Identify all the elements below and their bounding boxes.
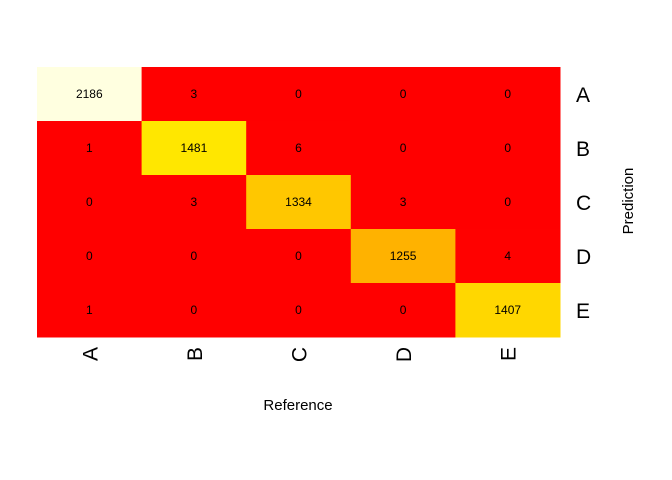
heatmap-cell xyxy=(141,229,247,284)
reference-tick-label: A xyxy=(79,347,102,361)
cell-value-label: 0 xyxy=(86,249,93,263)
cell-value-label: 0 xyxy=(504,141,511,155)
heatmap-cell xyxy=(37,175,143,230)
cell-value-label: 0 xyxy=(504,87,511,101)
heatmap-cell xyxy=(455,283,561,338)
heatmap-cell xyxy=(246,175,352,230)
prediction-tick-label: A xyxy=(576,84,590,107)
heatmap-cell xyxy=(141,67,247,122)
cell-value-label: 0 xyxy=(86,195,93,209)
cell-value-label: 0 xyxy=(504,195,511,209)
cell-value-label: 0 xyxy=(191,303,198,317)
heatmap-cell xyxy=(37,67,143,122)
cell-value-label: 3 xyxy=(400,195,407,209)
cell-value-label: 1407 xyxy=(494,303,521,317)
y-axis-title: Prediction xyxy=(620,168,637,235)
heatmap-cell xyxy=(455,229,561,284)
cell-value-label: 0 xyxy=(295,87,302,101)
cell-value-label: 0 xyxy=(400,141,407,155)
heatmap-cell xyxy=(246,283,352,338)
cell-value-label: 0 xyxy=(400,303,407,317)
heatmap-cell xyxy=(141,121,247,176)
cell-value-label: 0 xyxy=(400,87,407,101)
heatmap-cells xyxy=(37,67,561,338)
reference-tick-labels: A B C D E xyxy=(79,347,520,362)
heatmap-cell xyxy=(350,283,456,338)
heatmap-cell xyxy=(37,283,143,338)
reference-tick-label: E xyxy=(498,347,521,361)
cell-value-label: 0 xyxy=(295,249,302,263)
heatmap-cell xyxy=(246,121,352,176)
cell-value-label: 1 xyxy=(86,303,93,317)
cell-value-label: 3 xyxy=(191,87,198,101)
heatmap-cell xyxy=(455,67,561,122)
cell-value-label: 0 xyxy=(295,303,302,317)
reference-tick-label: C xyxy=(289,347,312,362)
heatmap-cell xyxy=(141,283,247,338)
cell-value-label: 0 xyxy=(191,249,198,263)
cell-value-label: 4 xyxy=(504,249,511,263)
heatmap-cell xyxy=(350,229,456,284)
heatmap-cell xyxy=(141,175,247,230)
cell-value-label: 1481 xyxy=(181,141,208,155)
cell-value-label: 6 xyxy=(295,141,302,155)
reference-tick-label: D xyxy=(393,347,416,362)
prediction-tick-label: C xyxy=(576,192,591,215)
cell-value-label: 1 xyxy=(86,141,93,155)
heatmap-cell xyxy=(246,229,352,284)
reference-tick-label: B xyxy=(184,347,207,361)
heatmap-cell xyxy=(350,121,456,176)
cell-value-label: 2186 xyxy=(76,87,103,101)
cell-value-label: 3 xyxy=(191,195,198,209)
heatmap-cell xyxy=(350,67,456,122)
heatmap-cell xyxy=(37,121,143,176)
prediction-tick-label: B xyxy=(576,138,590,161)
heatmap-cell xyxy=(455,121,561,176)
cell-value-label: 1255 xyxy=(390,249,417,263)
heatmap-cell xyxy=(37,229,143,284)
heatmap-cell xyxy=(246,67,352,122)
prediction-tick-label: D xyxy=(576,246,591,269)
prediction-tick-labels: A B C D E xyxy=(576,84,591,323)
heatmap-cell xyxy=(350,175,456,230)
cell-value-label: 1334 xyxy=(285,195,312,209)
heatmap-cell xyxy=(455,175,561,230)
x-axis-title: Reference xyxy=(263,397,332,414)
prediction-tick-label: E xyxy=(576,300,590,323)
heatmap-cell-labels: 2186 3 0 0 0 1 1481 6 0 0 0 3 1334 3 0 0 0 0 1255 4 1 0 0 0 1407 xyxy=(76,87,521,317)
